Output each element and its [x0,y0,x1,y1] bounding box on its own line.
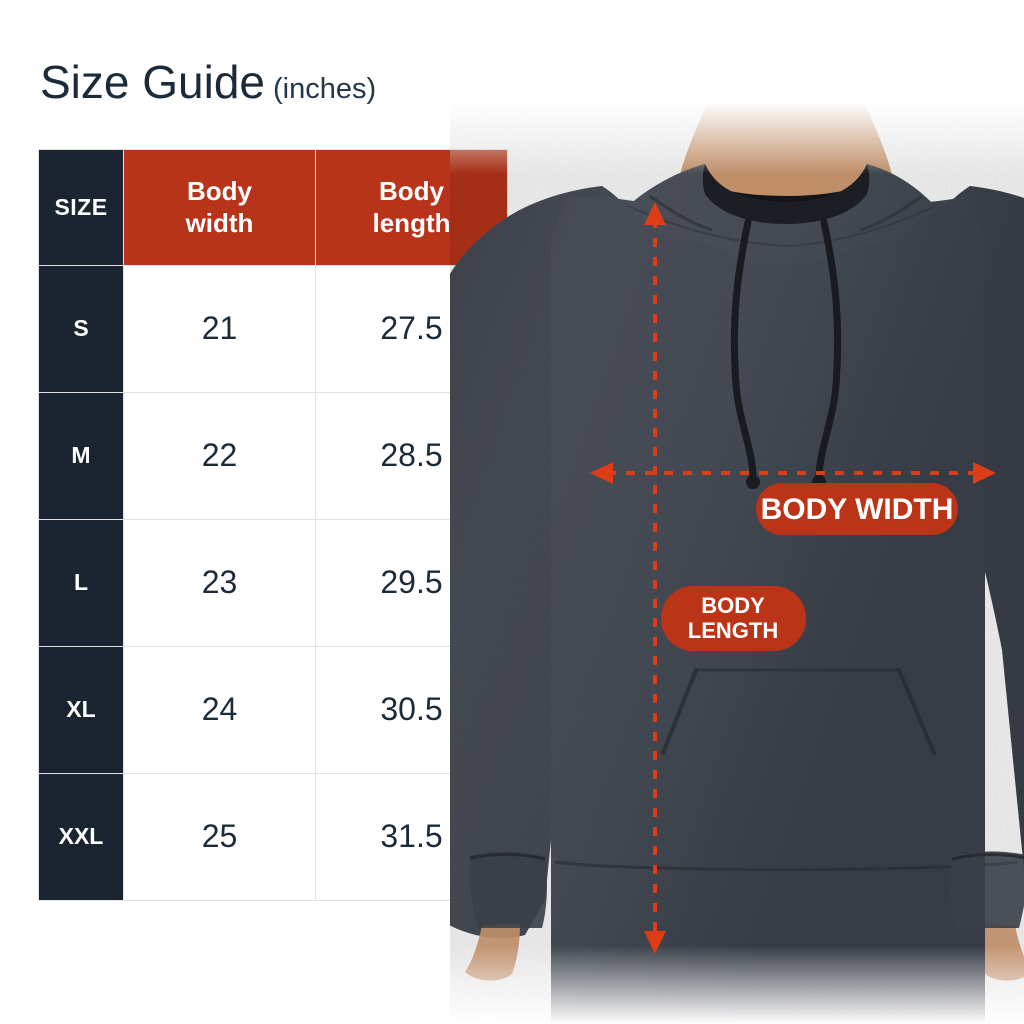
svg-text:LENGTH: LENGTH [688,618,778,643]
svg-text:BODY WIDTH: BODY WIDTH [761,493,954,526]
svg-text:BODY: BODY [701,593,765,618]
